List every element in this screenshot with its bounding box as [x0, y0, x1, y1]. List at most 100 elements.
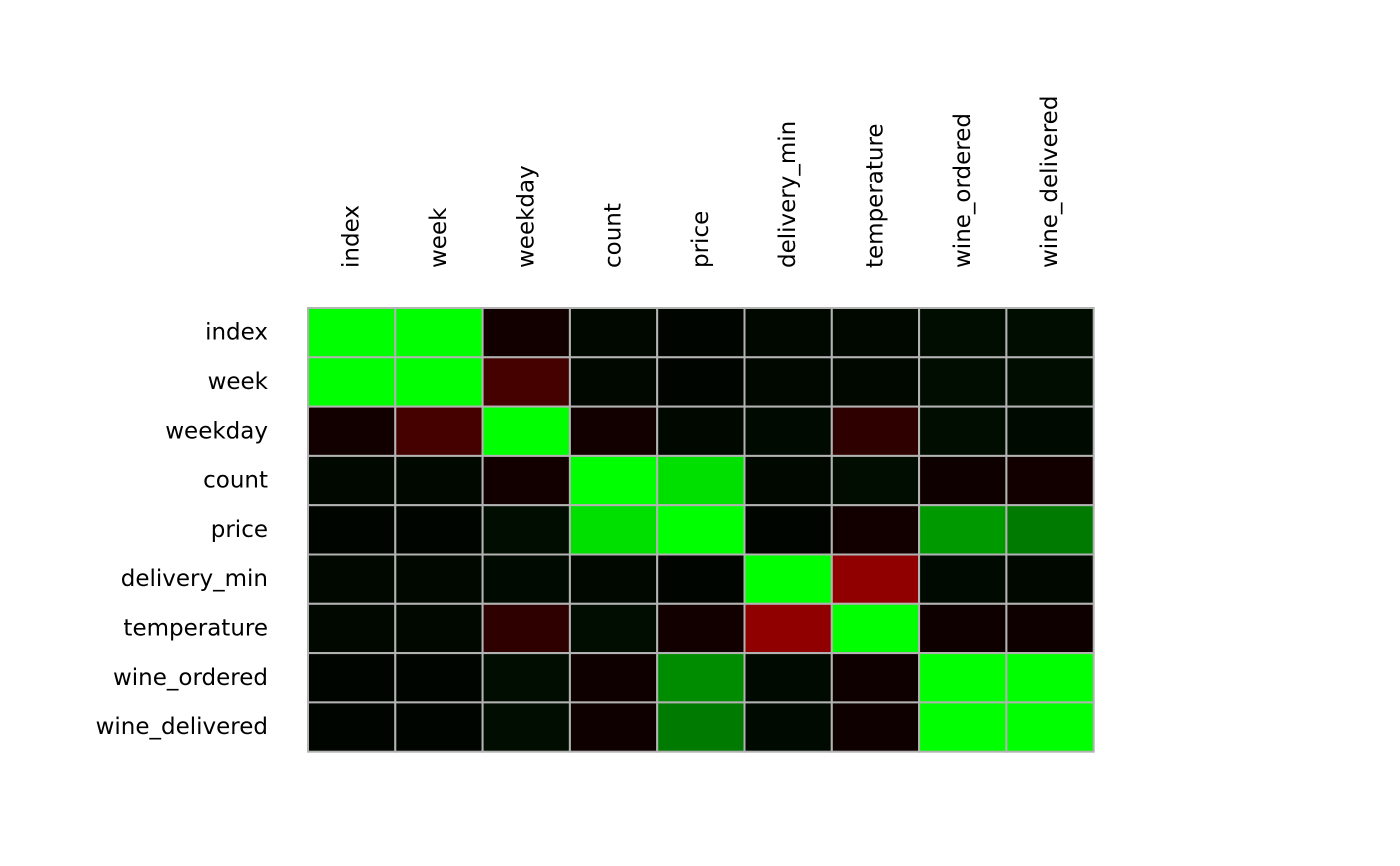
heatmap-cell-wine_delivered-week — [394, 701, 484, 753]
heatmap-cell-index-price — [656, 307, 746, 359]
heatmap-cell-index-wine_delivered — [1005, 307, 1095, 359]
heatmap-cell-delivery_min-count — [568, 553, 659, 605]
row-label: price — [211, 517, 268, 543]
heatmap-cell-weekday-wine_ordered — [918, 405, 1008, 457]
heatmap-cell-price-index — [307, 504, 397, 556]
heatmap-cell-temperature-wine_delivered — [1005, 602, 1095, 655]
row-label: count — [203, 468, 268, 494]
heatmap-cell-count-count — [568, 454, 659, 507]
heatmap-cell-week-week — [394, 356, 484, 408]
heatmap-cell-price-week — [394, 504, 484, 556]
heatmap-cell-week-wine_delivered — [1005, 356, 1095, 408]
heatmap-cell-count-price — [656, 454, 746, 507]
heatmap-cell-index-delivery_min — [743, 307, 833, 359]
row-label: temperature — [123, 615, 268, 641]
heatmap-cell-wine_ordered-price — [656, 652, 746, 704]
row-label: week — [208, 369, 269, 395]
heatmap-cell-price-weekday — [481, 504, 571, 556]
heatmap-cell-count-wine_delivered — [1005, 454, 1095, 507]
heatmap-cell-index-count — [568, 307, 659, 359]
heatmap-cell-count-delivery_min — [743, 454, 833, 507]
heatmap-cell-wine_ordered-wine_ordered — [918, 652, 1008, 704]
heatmap-cell-index-wine_ordered — [918, 307, 1008, 359]
row-labels: index week weekday count price delivery_minte… — [96, 320, 269, 740]
heatmap-cell-wine_delivered-count — [568, 701, 659, 753]
row-label: index — [205, 320, 268, 346]
heatmap-cell-index-week — [394, 307, 484, 359]
heatmap-cell-temperature-count — [568, 602, 659, 655]
heatmap-cell-wine_delivered-wine_ordered — [918, 701, 1008, 753]
heatmap-cell-price-wine_delivered — [1005, 504, 1095, 556]
row-label: weekday — [165, 418, 268, 444]
column-label: count — [601, 203, 627, 268]
row-label: wine_ordered — [113, 665, 268, 691]
heatmap-cell-wine_ordered-index — [307, 652, 397, 704]
heatmap-cell-delivery_min-wine_delivered — [1005, 553, 1095, 605]
row-label: wine_delivered — [96, 714, 268, 740]
heatmap-cell-temperature-weekday — [481, 602, 571, 655]
heatmap-cell-weekday-weekday — [481, 405, 571, 457]
heatmap-cell-week-delivery_min — [743, 356, 833, 408]
heatmap-cell-delivery_min-price — [656, 553, 746, 605]
heatmap-cell-wine_ordered-delivery_min — [743, 652, 833, 704]
heatmap-cell-weekday-delivery_min — [743, 405, 833, 457]
heatmap-cell-index-weekday — [481, 307, 571, 359]
heatmap-cell-week-count — [568, 356, 659, 408]
heatmap-cell-weekday-week — [394, 405, 484, 457]
heatmap-cell-index-temperature — [830, 307, 921, 359]
heatmap-cell-price-temperature — [830, 504, 921, 556]
heatmap-cell-weekday-price — [656, 405, 746, 457]
column-label: price — [688, 211, 714, 268]
heatmap-cell-wine_ordered-weekday — [481, 652, 571, 704]
heatmap-cell-delivery_min-wine_ordered — [918, 553, 1008, 605]
heatmap-cell-count-temperature — [830, 454, 921, 507]
heatmap-cell-week-index — [307, 356, 397, 408]
heatmap-cell-index-index — [307, 307, 397, 359]
heatmap-cell-wine_delivered-wine_delivered — [1005, 701, 1095, 753]
heatmap-cell-week-weekday — [481, 356, 571, 408]
heatmap-cell-wine_delivered-weekday — [481, 701, 571, 753]
heatmap-cell-weekday-wine_delivered — [1005, 405, 1095, 457]
heatmap-cell-temperature-price — [656, 602, 746, 655]
heatmap-cell-count-wine_ordered — [918, 454, 1008, 507]
heatmap-cell-price-delivery_min — [743, 504, 833, 556]
heatmap-cell-temperature-temperature — [830, 602, 921, 655]
heatmap-cell-temperature-wine_ordered — [918, 602, 1008, 655]
heatmap-cell-delivery_min-temperature — [830, 553, 921, 605]
heatmap-cell-price-price — [656, 504, 746, 556]
heatmap-cell-count-week — [394, 454, 484, 507]
heatmap-cell-wine_ordered-count — [568, 652, 659, 704]
heatmap-cell-weekday-count — [568, 405, 659, 457]
heatmap-cell-count-weekday — [481, 454, 571, 507]
heatmap-cell-temperature-week — [394, 602, 484, 655]
heatmap-cell-price-wine_ordered — [918, 504, 1008, 556]
heatmap-cell-delivery_min-index — [307, 553, 397, 605]
heatmap-cell-delivery_min-delivery_min — [743, 553, 833, 605]
heatmap-cell-delivery_min-week — [394, 553, 484, 605]
heatmap-cell-wine_delivered-price — [656, 701, 746, 753]
row-label: delivery_min — [121, 566, 268, 592]
column-label: wine_ordered — [950, 113, 976, 268]
heatmap-cells — [307, 307, 1095, 753]
column-label: week — [426, 207, 452, 268]
heatmap-cell-wine_delivered-index — [307, 701, 397, 753]
heatmap-cell-temperature-index — [307, 602, 397, 655]
heatmap-cell-wine_delivered-delivery_min — [743, 701, 833, 753]
heatmap-cell-weekday-temperature — [830, 405, 921, 457]
heatmap-cell-week-price — [656, 356, 746, 408]
column-label: temperature — [862, 123, 888, 268]
heatmap-cell-week-wine_ordered — [918, 356, 1008, 408]
heatmap-cell-price-count — [568, 504, 659, 556]
column-label: delivery_min — [775, 121, 801, 268]
heatmap-cell-wine_ordered-week — [394, 652, 484, 704]
heatmap-cell-wine_delivered-temperature — [830, 701, 921, 753]
heatmap-cell-count-index — [307, 454, 397, 507]
heatmap-cell-weekday-index — [307, 405, 397, 457]
heatmap-cell-wine_ordered-temperature — [830, 652, 921, 704]
column-label: index — [339, 205, 365, 268]
heatmap-cell-wine_ordered-wine_delivered — [1005, 652, 1095, 704]
heatmap-cell-week-temperature — [830, 356, 921, 408]
column-label: weekday — [513, 165, 539, 268]
heatmap-cell-temperature-delivery_min — [743, 602, 833, 655]
